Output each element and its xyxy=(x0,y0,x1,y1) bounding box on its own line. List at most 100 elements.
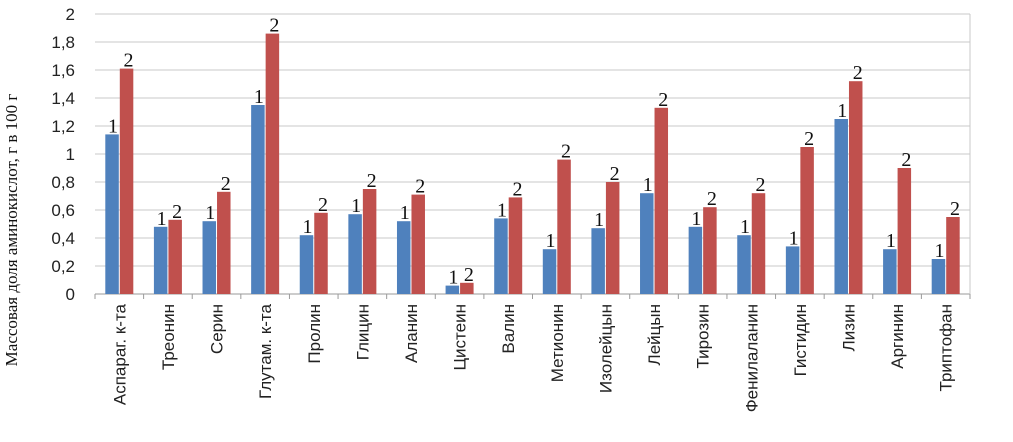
data-label: 1 xyxy=(157,208,167,230)
bar-series-1 xyxy=(202,221,217,294)
bar-series-2 xyxy=(848,81,863,294)
x-tick-label: Аргинин xyxy=(888,304,907,369)
x-tick-label: Глутам. к-та xyxy=(256,303,275,399)
data-label: 2 xyxy=(415,176,425,198)
data-label: 2 xyxy=(269,15,279,37)
bar-series-1 xyxy=(640,193,654,294)
data-label: 2 xyxy=(950,198,960,220)
bar-series-1 xyxy=(785,246,800,294)
bar-series-2 xyxy=(897,168,912,294)
data-label: 2 xyxy=(756,174,766,196)
bar-series-1 xyxy=(251,105,265,294)
bar-series-2 xyxy=(800,147,814,294)
data-label: 1 xyxy=(351,195,361,217)
y-axis-label: Массовая доля аминокислот, г в 100 г xyxy=(2,94,21,367)
data-label: 2 xyxy=(561,141,571,163)
y-tick-label: 0,6 xyxy=(51,201,75,220)
data-label: 1 xyxy=(886,230,896,252)
data-label: 2 xyxy=(124,50,134,72)
data-label: 1 xyxy=(254,86,264,108)
x-tick-label: Триптофан xyxy=(937,304,956,391)
data-label: 2 xyxy=(172,201,182,223)
data-label: 1 xyxy=(789,227,799,249)
bar-series-2 xyxy=(460,282,474,294)
data-label: 1 xyxy=(691,208,701,230)
y-tick-label: 1 xyxy=(66,145,75,164)
x-tick-label: Лейцын xyxy=(645,304,664,365)
bar-series-1 xyxy=(931,259,946,294)
bar-series-2 xyxy=(362,189,377,294)
x-tick-label: Лизин xyxy=(839,304,858,351)
bar-series-1 xyxy=(445,285,460,294)
bar-series-2 xyxy=(314,212,328,294)
x-tick-label: Валин xyxy=(499,304,518,354)
data-label: 2 xyxy=(901,149,911,171)
y-tick-label: 0,2 xyxy=(51,257,75,276)
x-tick-label: Гистидин xyxy=(791,304,810,376)
data-label: 1 xyxy=(740,216,750,238)
data-label: 2 xyxy=(853,62,863,84)
y-tick-label: 1,6 xyxy=(51,61,75,80)
data-label: 2 xyxy=(658,89,668,111)
bar-series-1 xyxy=(688,226,703,294)
data-label: 1 xyxy=(934,240,944,262)
bar-series-1 xyxy=(494,218,508,294)
bar-series-1 xyxy=(105,134,119,294)
x-tick-label: Пролин xyxy=(305,304,324,364)
bar-series-1 xyxy=(396,221,411,294)
bar-series-2 xyxy=(508,197,523,294)
data-label: 2 xyxy=(804,128,814,150)
data-label: 2 xyxy=(707,188,717,210)
bar-series-2 xyxy=(168,219,182,294)
bar-series-2 xyxy=(654,107,669,294)
data-label: 1 xyxy=(594,209,604,231)
y-tick-label: 2 xyxy=(66,5,75,24)
x-tick-label: Фенилаланин xyxy=(742,304,761,412)
bar-series-1 xyxy=(883,249,897,294)
data-label: 2 xyxy=(318,194,328,216)
data-label: 1 xyxy=(497,199,507,221)
x-tick-label: Серин xyxy=(208,304,227,354)
y-tick-label: 1,4 xyxy=(51,89,75,108)
bar-series-2 xyxy=(605,182,620,294)
data-label: 1 xyxy=(205,202,215,224)
bar-series-2 xyxy=(557,159,571,294)
data-label: 1 xyxy=(303,216,313,238)
bar-series-2 xyxy=(751,193,766,294)
data-label: 1 xyxy=(546,230,556,252)
y-tick-label: 1,8 xyxy=(51,33,75,52)
data-label: 2 xyxy=(367,170,377,192)
data-label: 1 xyxy=(837,100,847,122)
bar-series-2 xyxy=(119,68,134,294)
gridlines xyxy=(94,13,971,299)
data-label: 1 xyxy=(448,267,458,289)
y-axis-ticks: 0 0,2 0,4 0,6 0,8 1 1,2 1,4 1,6 1,8 2 xyxy=(51,5,75,304)
data-label: 1 xyxy=(400,202,410,224)
bar-series-2 xyxy=(703,207,717,294)
bar-series-2 xyxy=(217,191,231,294)
bar-series-1 xyxy=(834,119,848,294)
data-label: 2 xyxy=(221,173,231,195)
x-tick-label: Цистеин xyxy=(451,304,470,371)
bars xyxy=(105,33,960,294)
bar-series-1 xyxy=(542,249,557,294)
y-tick-label: 1,2 xyxy=(51,117,75,136)
bar-series-1 xyxy=(153,226,168,294)
x-tick-label: Глицин xyxy=(353,304,372,360)
x-tick-label: Метионин xyxy=(548,304,567,382)
x-axis-ticks: Аспараг. к-та Треонин Серин Глутам. к-та Про… xyxy=(110,303,955,412)
y-tick-label: 0,8 xyxy=(51,173,75,192)
y-tick-label: 0 xyxy=(66,285,75,304)
bar-series-1 xyxy=(299,235,314,294)
data-label: 1 xyxy=(643,174,653,196)
x-tick-label: Аспараг. к-та xyxy=(110,303,129,405)
data-label: 1 xyxy=(108,115,118,137)
y-tick-label: 0,4 xyxy=(51,229,75,248)
x-tick-label: Изолейцын xyxy=(596,304,615,393)
x-tick-label: Аланин xyxy=(402,304,421,363)
bar-series-2 xyxy=(946,217,960,294)
bar-series-2 xyxy=(411,194,425,294)
data-label: 2 xyxy=(464,264,474,286)
